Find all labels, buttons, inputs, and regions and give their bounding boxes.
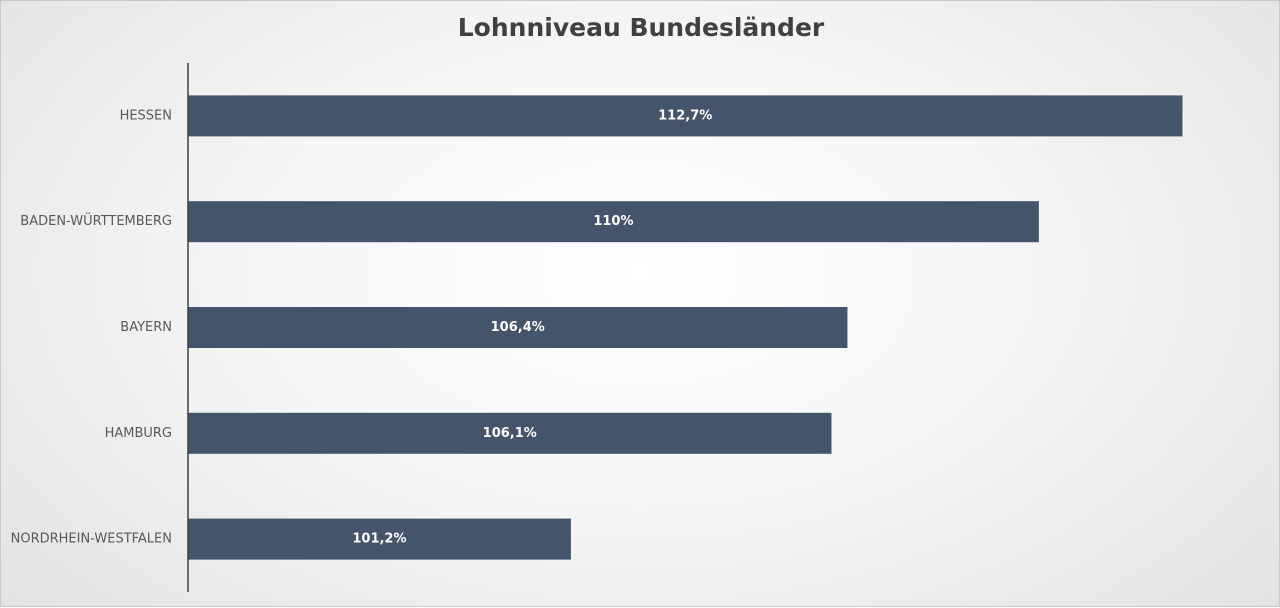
chart-title: Lohnniveau Bundesländer: [457, 13, 825, 42]
bar-1: [188, 201, 1039, 243]
bar-4: [188, 518, 571, 560]
category-label-1: BADEN-WÜRTTEMBERG: [20, 212, 172, 229]
data-label-1: 110%: [593, 214, 633, 229]
category-label-2: BAYERN: [120, 320, 172, 335]
category-label-0: HESSEN: [120, 108, 172, 123]
bar-3: [188, 412, 832, 454]
bar-0: [188, 95, 1183, 137]
data-label-4: 101,2%: [352, 532, 406, 547]
category-label-4: NORDRHEIN-WESTFALEN: [11, 532, 172, 547]
data-label-0: 112,7%: [658, 108, 712, 123]
data-label-3: 106,1%: [483, 426, 537, 441]
data-label-2: 106,4%: [491, 320, 545, 335]
bar-2: [188, 307, 848, 348]
category-label-3: HAMBURG: [105, 426, 172, 441]
